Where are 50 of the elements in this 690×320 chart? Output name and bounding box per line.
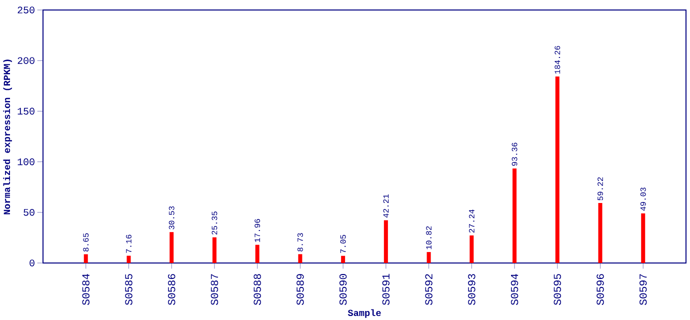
x-tick-label: S0584	[82, 274, 90, 305]
data-label: 7.05	[340, 234, 346, 253]
bar	[255, 244, 260, 263]
data-label: 42.21	[383, 194, 389, 218]
y-tick-label: 100	[18, 158, 34, 166]
data-label: 7.16	[126, 234, 132, 253]
bar	[170, 232, 174, 263]
bar	[598, 203, 602, 263]
data-label: 30.53	[168, 206, 174, 230]
data-label: 8.73	[297, 233, 303, 252]
x-tick-label: S0591	[382, 274, 390, 305]
x-axis-title: Sample	[348, 309, 381, 318]
y-tick-label: 0	[30, 260, 34, 266]
x-tick-label: S0589	[296, 274, 304, 305]
x-tick-label: S0590	[339, 274, 347, 305]
y-tick-label: 250	[18, 6, 34, 14]
x-tick-label: S0587	[210, 274, 218, 305]
bar	[384, 220, 388, 263]
data-label: 25.35	[212, 212, 218, 235]
bar	[212, 237, 216, 263]
bar	[555, 76, 560, 263]
bar	[126, 256, 131, 263]
data-label: 93.36	[512, 142, 518, 166]
x-tick-label: S0585	[125, 274, 132, 305]
x-tick-label: S0595	[554, 274, 562, 305]
data-label: 8.65	[83, 233, 89, 252]
bar	[341, 256, 346, 263]
bar	[298, 254, 302, 263]
bar	[84, 254, 88, 263]
x-tick-label: S0586	[168, 274, 176, 305]
bar	[641, 213, 646, 263]
y-axis-title: Normalized expression (RPKM)	[3, 60, 12, 214]
bar	[512, 168, 517, 263]
x-tick-label: S0588	[254, 274, 261, 305]
data-label: 27.24	[468, 210, 474, 233]
bar	[470, 235, 474, 263]
x-tick-label: S0594	[510, 274, 518, 305]
y-tick-label: 150	[18, 108, 34, 115]
y-tick-label: 200	[18, 57, 34, 64]
x-tick-label: S0593	[468, 274, 476, 305]
bar	[426, 252, 431, 263]
data-label: 49.03	[640, 188, 646, 211]
x-tick-label: S0592	[425, 274, 432, 305]
y-tick-label: 50	[24, 208, 34, 216]
data-label: 184.26	[554, 46, 560, 74]
data-label: 10.82	[426, 226, 432, 250]
data-label: 17.96	[254, 219, 260, 242]
x-tick-label: S0597	[640, 274, 647, 305]
x-tick-label: S0596	[596, 274, 604, 305]
data-label: 59.22	[598, 177, 603, 200]
